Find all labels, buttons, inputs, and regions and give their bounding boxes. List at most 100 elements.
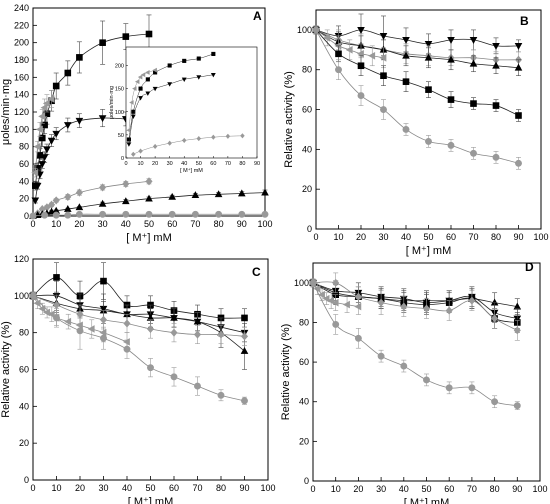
panel-b-data-point-circle — [402, 126, 410, 133]
panel-a-y-axis-label: μoles/min·mg — [0, 79, 12, 145]
panel-a-data-point-diamond — [52, 196, 60, 205]
panel-a-data-point-triangle-down — [52, 130, 61, 138]
panel-b-data-point-triangle-down — [469, 37, 478, 44]
panel-c-data-point-diamond — [240, 332, 249, 341]
panel-a-x-tick-label: 20 — [74, 219, 84, 229]
panel-c-x-tick-label: 90 — [239, 483, 249, 493]
panel-b-data-point-triangle-down — [492, 42, 500, 50]
panel-c-x-tick-label: 30 — [98, 483, 108, 493]
panel-a-data-point-square — [99, 39, 106, 46]
panel-b-data-point-triangle-down — [514, 42, 523, 50]
panel-a-data-point-circle — [75, 210, 83, 218]
panel-d-data-point-circle — [309, 279, 317, 287]
panel-label-c: C — [252, 265, 261, 279]
panel-c-x-tick-label: 50 — [145, 483, 155, 493]
panel-b-x-tick-label: 50 — [423, 232, 433, 242]
panel-b-data-point-square — [402, 78, 410, 85]
panel-a-y-tick-label: 200 — [14, 38, 29, 48]
panel-d-y-tick-label: 20 — [299, 436, 309, 446]
inset-data-point-triangle-left — [132, 86, 137, 92]
panel-c-data-point-diamond — [146, 324, 155, 334]
panel-a-data-point-triangle-down — [47, 137, 56, 145]
panel-a-data-point-triangle-left — [31, 168, 39, 177]
panel-d-y-axis-label: Relative activity (%) — [280, 324, 292, 421]
panel-b-x-tick-label: 20 — [356, 232, 366, 242]
inset-y-tick-label: 50 — [118, 133, 124, 139]
panel-d-data-point-triangle-left — [331, 298, 339, 307]
panel-d-y-tick-label: 80 — [299, 317, 309, 327]
panel-a-data-point-triangle-left — [42, 99, 50, 108]
panel-a-x-tick-label: 80 — [214, 219, 224, 229]
inset-data-point-square — [131, 109, 136, 114]
inset-data-point-diamond — [225, 133, 231, 139]
panel-b-series-circle — [312, 25, 522, 170]
panel-a-data-point-triangle-down — [36, 171, 44, 179]
panel-d-series-square — [309, 278, 521, 333]
panel-c-data-point-circle — [194, 382, 201, 390]
panel-a-data-point-diamond — [75, 188, 83, 197]
panel-c-data-point-diamond — [217, 330, 225, 339]
panel-b-data-point-triangle-up — [402, 51, 410, 59]
panel-c-data-point-circle — [217, 391, 225, 399]
panel-a-data-point-triangle-down — [40, 154, 49, 162]
panel-d-data-point-circle — [377, 352, 385, 360]
inset-series-square — [126, 51, 216, 142]
inset-data-point-square — [182, 58, 187, 63]
panel-d-fit-line — [312, 282, 518, 407]
panel-a-data-point-triangle-down — [38, 161, 47, 169]
panel-d-x-axis-label: [ M⁺] mM — [404, 497, 450, 504]
panel-b-data-point-circle — [470, 149, 477, 157]
panel-a-data-point-square — [52, 82, 60, 90]
inset-x-tick-label: 0 — [124, 161, 127, 167]
panel-d-data-point-circle — [491, 398, 499, 406]
inset-series-triangle-left — [126, 67, 157, 133]
panel-a-data-point-triangle-up — [191, 191, 200, 199]
panel-b-series-diamond — [312, 25, 523, 69]
panel-b-y-tick-label: 100 — [297, 25, 312, 35]
panel-c-data-point-diamond — [99, 315, 108, 324]
inset-x-tick-label: 40 — [181, 161, 187, 167]
panel-c-data-point-triangle-up — [193, 317, 202, 325]
panel-d-x-tick-label: 10 — [331, 484, 341, 494]
panel-c-data-point-triangle-up — [240, 347, 249, 354]
panel-c-x-tick-label: 60 — [169, 483, 179, 493]
panel-b-data-point-triangle-left — [356, 49, 364, 58]
panel-a-y-tick-label: 60 — [19, 159, 29, 169]
panel-b-data-point-triangle-left — [368, 51, 376, 60]
inset-data-point-triangle-down — [181, 77, 187, 83]
panel-d-data-point-circle — [332, 320, 340, 328]
panel-a-data-point-triangle-up — [261, 188, 269, 196]
inset-x-tick-label: 90 — [254, 161, 260, 167]
inset-data-point-diamond — [131, 151, 136, 157]
panel-b-data-point-circle — [447, 141, 455, 149]
inset-x-tick-label: 30 — [167, 161, 173, 167]
panel-d-fit-line — [312, 281, 518, 331]
panel-c-data-point-triangle-left — [33, 299, 41, 308]
panel-a-data-point-triangle-left — [38, 112, 46, 121]
panel-c-data-point-triangle-left — [64, 317, 72, 326]
panel-a-data-point-triangle-up — [75, 203, 84, 211]
panel-d: 0 10 20 30 40 50 60 70 80 90 100 0 20 40 60 80 100 [ M⁺] … — [280, 260, 548, 504]
panel-a-data-point-circle — [41, 211, 49, 219]
panel-a-x-tick-label: 70 — [190, 219, 200, 229]
inset-data-point-diamond — [196, 136, 202, 142]
panel-b-data-point-circle — [380, 106, 387, 113]
panel-a-inset: 0 10 20 30 40 50 60 70 80 90 0 50 100 150 200 [ M⁺] mM μ… — [109, 46, 260, 174]
panel-d-x-tick-label: 100 — [532, 484, 547, 494]
inset-y-tick-label: 150 — [115, 87, 124, 93]
panel-d-x-tick-label: 20 — [353, 484, 363, 494]
panel-a-y-tick-label: 220 — [14, 20, 29, 30]
panel-b-data-point-triangle-down — [402, 37, 410, 44]
panel-b-x-tick-label: 80 — [491, 232, 501, 242]
inset-x-axis-label: [ M⁺] mM — [180, 167, 203, 174]
panel-d-series-circle — [309, 278, 521, 410]
inset-data-point-triangle-left — [140, 72, 146, 78]
panel-c-data-point-triangle-up — [170, 313, 178, 321]
panel-a-data-point-square — [145, 30, 153, 38]
panel-c-series-triangle-left — [28, 291, 130, 352]
panel-c-x-tick-label: 10 — [51, 483, 61, 493]
panel-b-y-tick-label: 40 — [302, 144, 312, 154]
panel-d-data-point-diamond — [422, 304, 431, 313]
panel-c-y-tick-label: 80 — [19, 328, 29, 338]
inset-data-point-diamond — [211, 134, 216, 140]
